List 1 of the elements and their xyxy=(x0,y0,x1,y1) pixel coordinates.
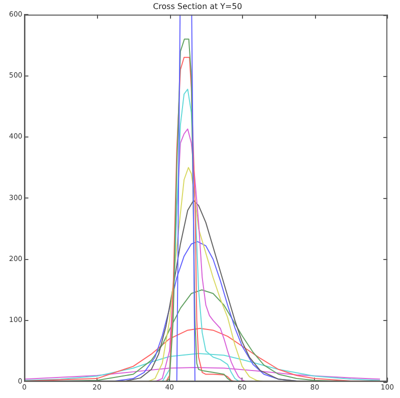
chart-title: Cross Section at Y=50 xyxy=(152,2,242,11)
